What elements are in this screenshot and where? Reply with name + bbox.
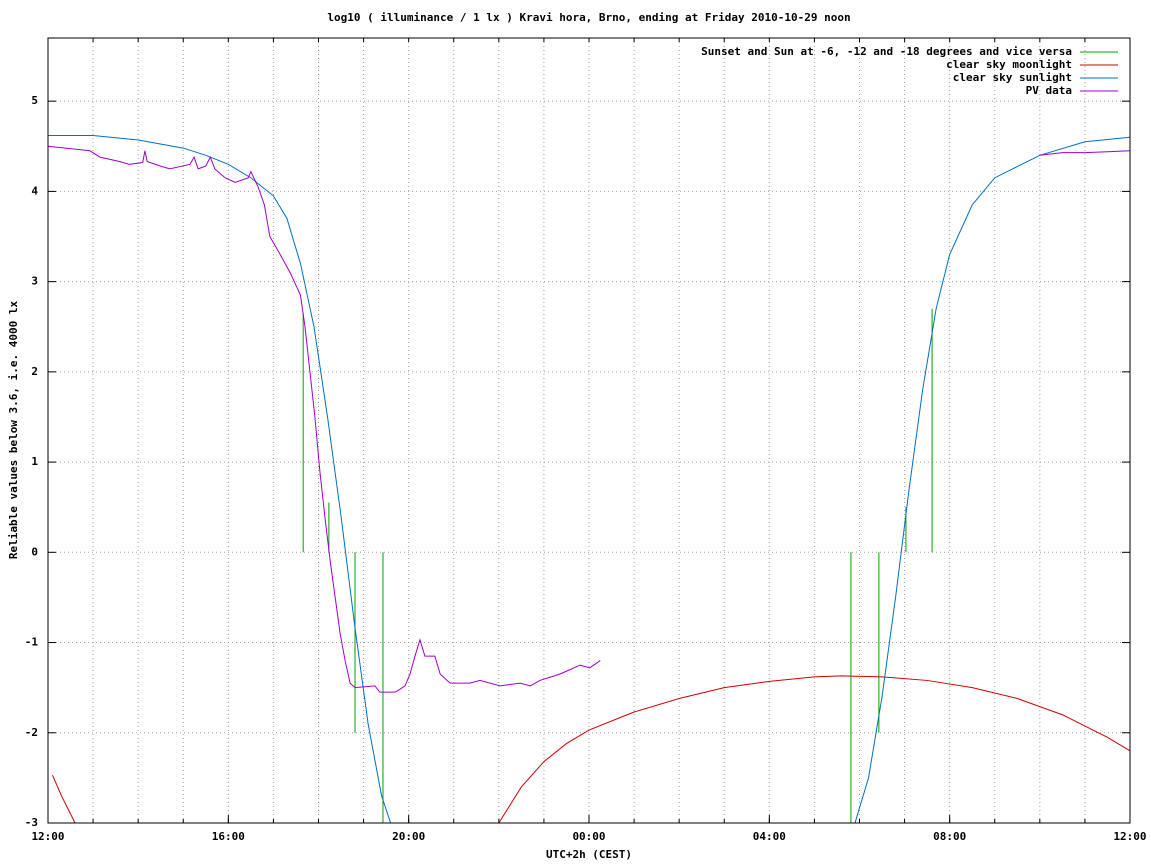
y-tick-label: 1 (31, 455, 38, 468)
y-axis-label: Reliable values below 3.6, i.e. 4000 lx (7, 300, 20, 559)
data-line (1039, 150, 1130, 156)
y-tick-label: 5 (31, 94, 38, 107)
y-tick-label: 0 (31, 545, 38, 558)
x-tick-label: 08:00 (933, 830, 966, 843)
data-line (52, 774, 76, 823)
x-tick-label: 16:00 (212, 830, 245, 843)
legend-label: PV data (1026, 84, 1072, 97)
x-tick-label: 20:00 (392, 830, 425, 843)
x-tick-label: 12:00 (31, 830, 64, 843)
legend-label: clear sky sunlight (953, 71, 1072, 84)
y-tick-label: -3 (25, 816, 38, 829)
x-axis-label: UTC+2h (CEST) (546, 848, 632, 861)
data-line (48, 134, 392, 823)
y-tick-label: 3 (31, 275, 38, 288)
x-tick-label: 12:00 (1113, 830, 1146, 843)
x-tick-label: 00:00 (572, 830, 605, 843)
data-line (854, 136, 1130, 823)
y-tick-label: 2 (31, 365, 38, 378)
x-tick-label: 04:00 (753, 830, 786, 843)
y-tick-label: -1 (25, 636, 39, 649)
data-line (498, 675, 1130, 823)
data-line (48, 145, 601, 693)
plot-border (47, 37, 1131, 824)
legend-label: clear sky moonlight (946, 58, 1072, 71)
legend-label: Sunset and Sun at -6, -12 and -18 degree… (701, 45, 1072, 58)
y-tick-label: -2 (25, 726, 38, 739)
y-tick-label: 4 (31, 184, 38, 197)
chart-title: log10 ( illuminance / 1 lx ) Kravi hora,… (327, 11, 850, 24)
